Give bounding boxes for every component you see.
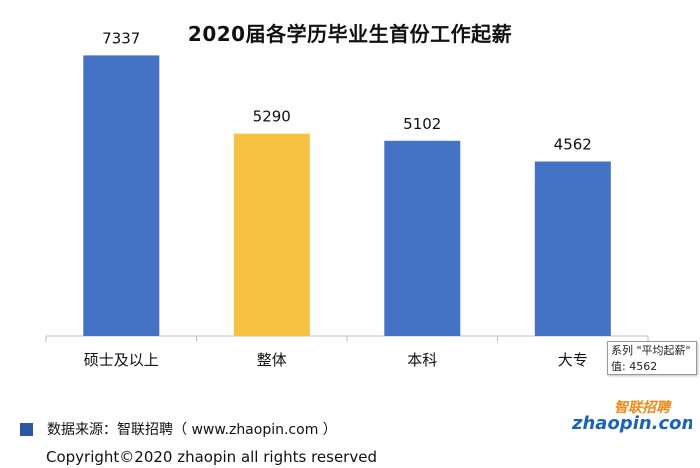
tooltip-value-label: 值: 4562 xyxy=(611,360,658,373)
tooltip-series-label: 系列 "平均起薪" xyxy=(611,344,691,357)
category-label: 大专 xyxy=(558,351,588,369)
zhaopin-logo: 智联招聘 zhaopin.com xyxy=(571,399,692,434)
copyright-text: Copyright©2020 zhaopin all rights reserv… xyxy=(46,448,377,466)
source-text: 数据来源：智联招聘（ www.zhaopin.com ） xyxy=(47,422,337,438)
logo-brand-cn: 智联招聘 xyxy=(614,399,672,416)
bar-1[interactable] xyxy=(233,133,310,336)
bar-chart: 7337 硕士及以上 5290 整体 5102 本科 4562 大专 xyxy=(45,29,649,369)
bar-0[interactable] xyxy=(83,55,160,337)
data-tooltip: 系列 "平均起薪" 值: 4562 xyxy=(607,341,697,375)
category-label: 硕士及以上 xyxy=(84,351,159,369)
logo-brand-en: zhaopin.com xyxy=(571,413,692,434)
bar-3[interactable] xyxy=(534,161,611,337)
value-label: 5102 xyxy=(403,115,441,133)
source-legend-square xyxy=(20,422,33,436)
value-label: 5290 xyxy=(253,108,291,126)
value-label: 4562 xyxy=(554,136,592,154)
bar-2[interactable] xyxy=(384,140,461,336)
category-label: 本科 xyxy=(407,351,437,369)
data-source: 数据来源：智联招聘（ www.zhaopin.com ） xyxy=(20,419,337,439)
value-label: 7337 xyxy=(102,29,140,47)
chart-title: 2020届各学历毕业生首份工作起薪 xyxy=(187,22,513,46)
category-label: 整体 xyxy=(257,351,287,369)
